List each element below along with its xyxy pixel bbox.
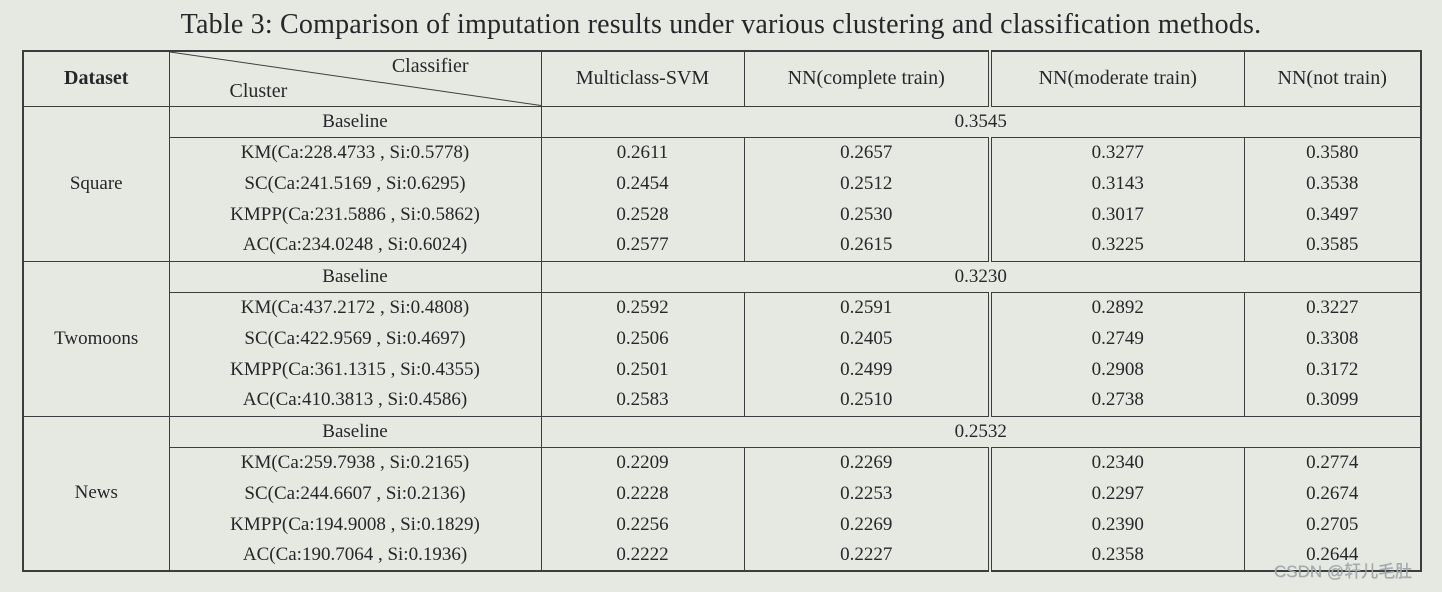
value-cell: 0.2454 — [540, 168, 745, 199]
column-header-nn-complete-train: NN(complete train) — [743, 51, 991, 107]
cluster-cell: KMPP(Ca:361.1315 , Si:0.4355) — [168, 354, 542, 385]
value-cell: 0.3225 — [988, 230, 1245, 261]
value-cell: 0.2390 — [988, 509, 1245, 540]
cluster-row: SC(Ca:241.5169 , Si:0.6295) 0.2454 0.251… — [23, 168, 1422, 199]
value-cell: 0.2530 — [743, 199, 991, 230]
value-cell: 0.2908 — [988, 354, 1245, 385]
baseline-row-square: Square Baseline 0.3545 — [22, 105, 1422, 261]
value-cell: 0.2583 — [540, 385, 745, 416]
value-cell: 0.2892 — [988, 292, 1245, 323]
value-cell: 0.2510 — [743, 385, 991, 416]
value-cell: 0.2749 — [988, 323, 1245, 354]
header-row: Dataset Classifier Cluster Multiclass-SV… — [22, 51, 1422, 107]
value-cell: 0.2705 — [1243, 509, 1422, 540]
column-header-multiclass-svm: Multiclass-SVM — [540, 51, 745, 107]
value-cell: 0.2253 — [743, 478, 991, 509]
value-cell: 0.3017 — [988, 199, 1245, 230]
value-cell: 0.3308 — [1243, 323, 1422, 354]
value-cell: 0.2512 — [743, 168, 991, 199]
value-cell: 0.2506 — [540, 323, 745, 354]
cluster-row: KM(Ca:259.7938 , Si:0.2165) 0.2209 0.226… — [23, 447, 1422, 478]
value-cell: 0.2228 — [540, 478, 745, 509]
value-cell: 0.2256 — [540, 509, 745, 540]
cluster-row: AC(Ca:234.0248 , Si:0.6024) 0.2577 0.261… — [23, 230, 1422, 261]
baseline-label: Baseline — [168, 260, 542, 293]
results-table: Dataset Classifier Cluster Multiclass-SV… — [22, 50, 1422, 572]
cluster-cell: SC(Ca:241.5169 , Si:0.6295) — [168, 168, 542, 199]
value-cell: 0.3277 — [988, 137, 1245, 168]
value-cell: 0.3497 — [1243, 199, 1422, 230]
diagonal-line — [170, 52, 541, 106]
baseline-value: 0.2532 — [540, 415, 1422, 448]
value-cell: 0.2611 — [540, 137, 745, 168]
cluster-row: KMPP(Ca:194.9008 , Si:0.1829) 0.2256 0.2… — [23, 509, 1422, 540]
cluster-cell: KM(Ca:228.4733 , Si:0.5778) — [168, 137, 542, 168]
cluster-row: AC(Ca:190.7064 , Si:0.1936) 0.2222 0.222… — [23, 540, 1422, 571]
value-cell: 0.2340 — [988, 447, 1245, 478]
value-cell: 0.2405 — [743, 323, 991, 354]
baseline-row-twomoons: Twomoons Baseline 0.3230 — [22, 260, 1422, 416]
value-cell: 0.2774 — [1243, 447, 1422, 478]
table-caption: Table 3: Comparison of imputation result… — [180, 9, 1262, 40]
corner-cluster-label: Cluster — [229, 79, 288, 102]
cluster-cell: KM(Ca:259.7938 , Si:0.2165) — [168, 447, 542, 478]
value-cell: 0.2592 — [540, 292, 745, 323]
column-header-nn-not-train: NN(not train) — [1243, 51, 1422, 107]
value-cell: 0.2209 — [540, 447, 745, 478]
cluster-row: SC(Ca:422.9569 , Si:0.4697) 0.2506 0.240… — [23, 323, 1422, 354]
corner-cell: Classifier Cluster — [168, 51, 542, 107]
dataset-cell-twomoons: Twomoons — [22, 260, 170, 416]
value-cell: 0.2269 — [743, 447, 991, 478]
baseline-row-news: News Baseline 0.2532 — [22, 415, 1422, 571]
watermark: CSDN @轩儿毛肚 — [1273, 562, 1412, 581]
baseline-value: 0.3545 — [540, 105, 1422, 138]
value-cell: 0.2358 — [988, 540, 1245, 571]
baseline-label: Baseline — [168, 105, 542, 138]
value-cell: 0.2577 — [540, 230, 745, 261]
value-cell: 0.3585 — [1243, 230, 1422, 261]
value-cell: 0.2227 — [743, 540, 991, 571]
value-cell: 0.2222 — [540, 540, 745, 571]
value-cell: 0.3580 — [1243, 137, 1422, 168]
value-cell: 0.2644 — [1243, 540, 1422, 571]
cluster-cell: KM(Ca:437.2172 , Si:0.4808) — [168, 292, 542, 323]
baseline-value: 0.3230 — [540, 260, 1422, 293]
cluster-row: KM(Ca:437.2172 , Si:0.4808) 0.2592 0.259… — [23, 292, 1422, 323]
cluster-cell: KMPP(Ca:194.9008 , Si:0.1829) — [168, 509, 542, 540]
value-cell: 0.2674 — [1243, 478, 1422, 509]
cluster-row: KMPP(Ca:361.1315 , Si:0.4355) 0.2501 0.2… — [23, 354, 1422, 385]
corner-classifier-label: Classifier — [391, 55, 469, 77]
value-cell: 0.2269 — [743, 509, 991, 540]
cluster-cell: AC(Ca:234.0248 , Si:0.6024) — [168, 230, 542, 261]
column-header-nn-moderate-train: NN(moderate train) — [988, 51, 1245, 107]
cluster-cell: AC(Ca:190.7064 , Si:0.1936) — [168, 540, 542, 571]
value-cell: 0.2528 — [540, 199, 745, 230]
value-cell: 0.2499 — [743, 354, 991, 385]
cluster-row: AC(Ca:410.3813 , Si:0.4586) 0.2583 0.251… — [23, 385, 1422, 416]
value-cell: 0.3143 — [988, 168, 1245, 199]
value-cell: 0.3227 — [1243, 292, 1422, 323]
value-cell: 0.2615 — [743, 230, 991, 261]
value-cell: 0.2591 — [743, 292, 991, 323]
cluster-cell: SC(Ca:422.9569 , Si:0.4697) — [168, 323, 542, 354]
dataset-cell-square: Square — [22, 105, 170, 261]
baseline-label: Baseline — [168, 415, 542, 448]
value-cell: 0.3172 — [1243, 354, 1422, 385]
value-cell: 0.2657 — [743, 137, 991, 168]
cluster-row: SC(Ca:244.6607 , Si:0.2136) 0.2228 0.225… — [23, 478, 1422, 509]
value-cell: 0.3538 — [1243, 168, 1422, 199]
dataset-column-header: Dataset — [22, 51, 170, 107]
cluster-row: KMPP(Ca:231.5886 , Si:0.5862) 0.2528 0.2… — [23, 199, 1422, 230]
cluster-cell: KMPP(Ca:231.5886 , Si:0.5862) — [168, 199, 542, 230]
cluster-cell: AC(Ca:410.3813 , Si:0.4586) — [168, 385, 542, 416]
value-cell: 0.3099 — [1243, 385, 1422, 416]
value-cell: 0.2297 — [988, 478, 1245, 509]
value-cell: 0.2738 — [988, 385, 1245, 416]
cluster-row: KM(Ca:228.4733 , Si:0.5778) 0.2611 0.265… — [23, 137, 1422, 168]
cluster-cell: SC(Ca:244.6607 , Si:0.2136) — [168, 478, 542, 509]
value-cell: 0.2501 — [540, 354, 745, 385]
dataset-cell-news: News — [22, 415, 170, 571]
